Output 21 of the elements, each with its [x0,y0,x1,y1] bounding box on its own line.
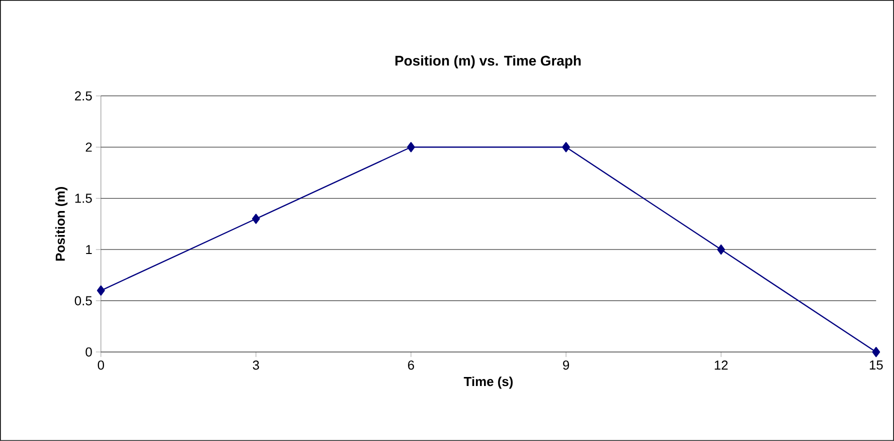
point [252,214,260,224]
chart-title: Position (m) vs. Time Graph [395,55,581,68]
y-tick-label: 1.5 [75,194,92,203]
x-tick-label: 15 [870,360,883,370]
x-tick-label: 6 [408,360,414,370]
x-tick-label: 0 [98,360,104,370]
x-tick-label: 3 [252,360,260,370]
point [872,346,880,358]
y-tick-label: 0 [86,347,92,357]
point [96,285,105,296]
x-tick-label: 9 [563,360,570,370]
x-axis-title: Time (s) [464,376,513,389]
point [562,142,570,152]
y-tick-label: 1 [86,245,92,254]
x-tick-label: 12 [714,360,728,370]
point [717,244,726,255]
y-tick-label: 2.5 [74,91,92,101]
y-tick-label: 2 [86,142,92,152]
y-tick-label: 0.5 [74,296,92,306]
point [407,142,415,152]
y-axis-title: Position (m) [55,187,68,261]
